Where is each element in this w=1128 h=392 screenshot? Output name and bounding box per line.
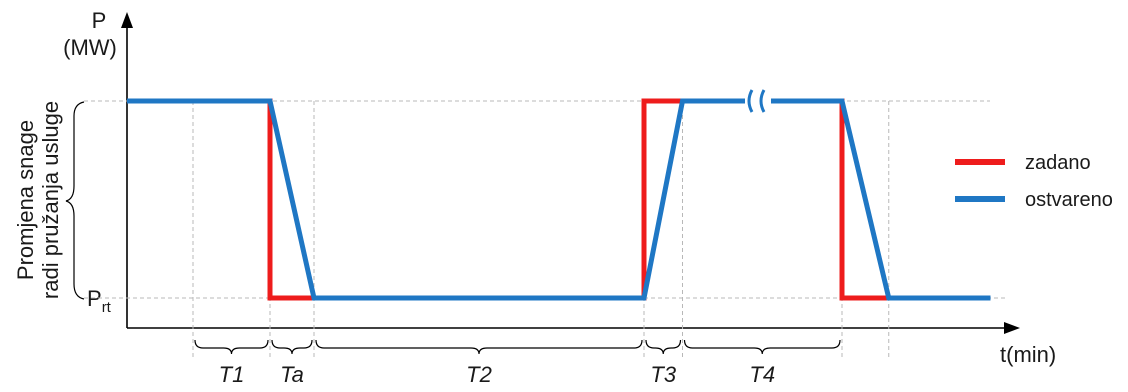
y-axis-arrow [121, 12, 133, 28]
series-line-ostvareno [127, 98, 991, 301]
legend-label-zadano: zadano [1025, 152, 1091, 174]
x-axis-arrow [1004, 322, 1020, 334]
segment-brace-T1 [194, 339, 269, 355]
axis-break-mark-left [747, 89, 754, 113]
y-axis-title-line1: P [92, 8, 107, 33]
segment-label-Ta: Ta [280, 362, 304, 387]
level-low-label: Prt [87, 286, 112, 316]
segment-label-T2: T2 [466, 362, 492, 387]
segment-label-T4: T4 [749, 362, 775, 387]
level-low-sub: rt [102, 299, 112, 316]
series-line-zadano [127, 98, 897, 301]
segment-brace-Ta [271, 339, 313, 355]
series-layer [127, 98, 991, 301]
segment-label-T3: T3 [650, 362, 676, 387]
y-axis-title-line2: (MW) [63, 35, 117, 60]
segment-label-T1: T1 [219, 362, 245, 387]
legend: zadano ostvareno [955, 152, 1113, 211]
y-axis-label-line2: radi pružanja usluge [38, 101, 63, 299]
axis-break-mark-right [759, 89, 766, 113]
legend-label-ostvareno: ostvareno [1025, 189, 1113, 211]
y-axis-label-line1: Promjena snage [13, 120, 38, 280]
range-brace [65, 101, 85, 300]
segment-brace-T2 [315, 339, 643, 355]
segment-braces: T1 Ta T2 T3 T4 [194, 339, 841, 387]
segment-brace-T3 [645, 339, 682, 355]
x-axis-title: t(min) [1000, 342, 1056, 367]
segment-brace-T4 [683, 339, 841, 355]
axis-break-layer [745, 88, 771, 114]
